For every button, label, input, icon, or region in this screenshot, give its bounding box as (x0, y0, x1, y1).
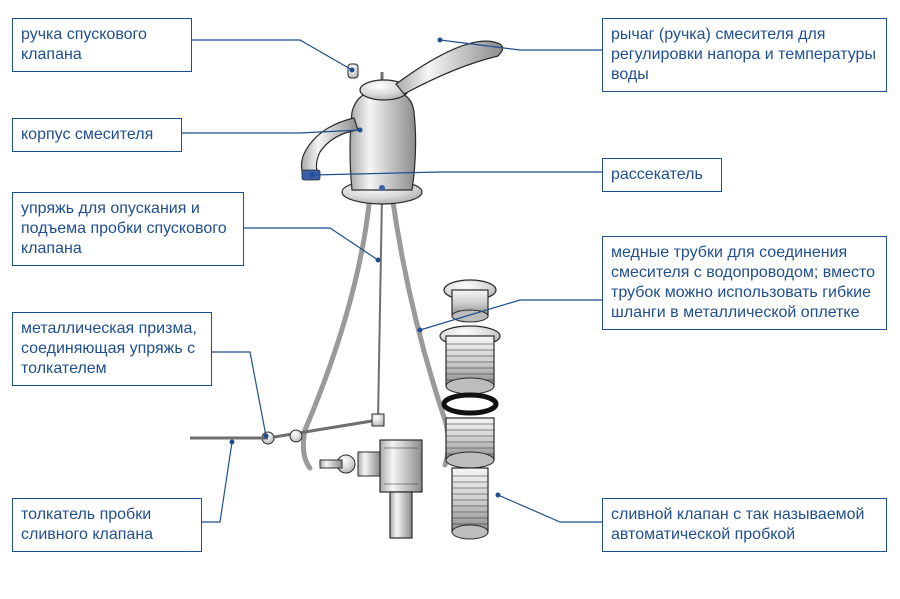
label-aerator: рассекатель (602, 158, 722, 192)
label-mixer-body: корпус смесителя (12, 118, 182, 152)
label-lever: рычаг (ручка) смесителя для регулировки … (602, 18, 887, 92)
label-prism: металлическая призма, соединяющая упряжь… (12, 312, 212, 386)
label-copper-tubes: медные трубки для соединения смесителя с… (602, 236, 887, 330)
label-lift-rod: упряжь для опускания и подъема пробки сп… (12, 192, 244, 266)
label-push-rod: толкатель пробки сливного клапана (12, 498, 202, 552)
label-drain-handle: ручка спускового клапана (12, 18, 192, 72)
label-drain-assembly: сливной клапан с так называемой автомати… (602, 498, 887, 552)
